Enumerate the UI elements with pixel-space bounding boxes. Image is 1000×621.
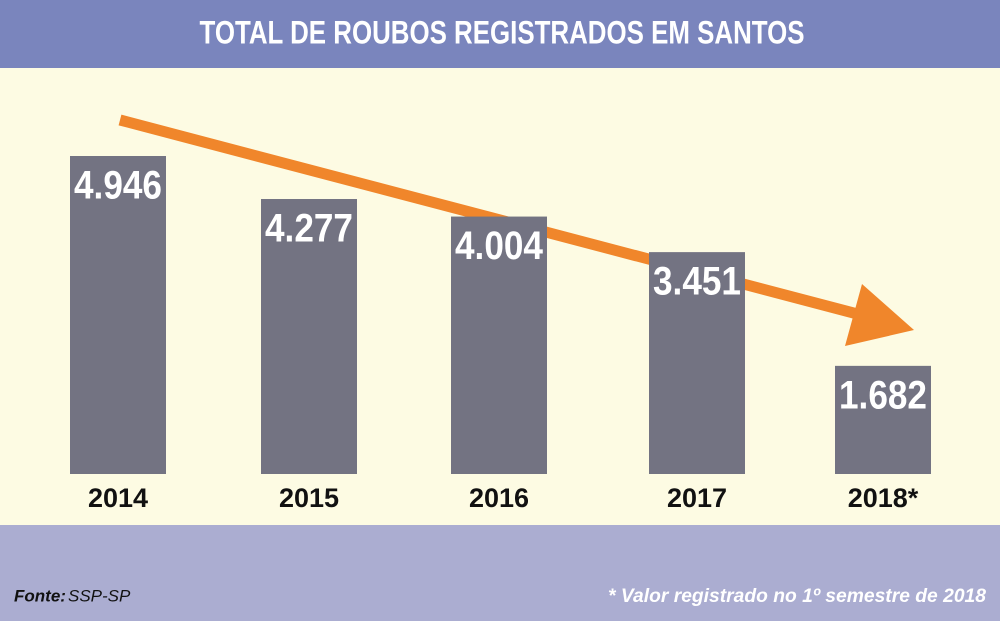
x-tick-label: 2014	[88, 483, 148, 513]
x-tick-label: 2015	[279, 483, 339, 513]
bar	[451, 216, 547, 474]
value-label: 4.946	[74, 164, 162, 208]
value-label: 3.451	[653, 260, 741, 304]
bar	[649, 252, 745, 474]
value-label: 1.682	[839, 373, 927, 417]
x-tick-label: 2017	[667, 483, 727, 513]
source-label: Fonte:	[14, 586, 66, 605]
footer-band	[0, 525, 1000, 621]
arrow-head	[845, 284, 914, 346]
source-text: SSP-SP	[68, 586, 131, 605]
value-label: 4.277	[265, 207, 353, 251]
footnote: * Valor registrado no 1º semestre de 201…	[608, 586, 986, 607]
bar	[835, 365, 931, 474]
x-tick-label: 2018*	[848, 483, 919, 513]
bar	[261, 199, 357, 474]
value-label: 4.004	[455, 224, 544, 268]
bar	[70, 156, 166, 474]
header-band	[0, 0, 1000, 68]
x-tick-label: 2016	[469, 483, 529, 513]
chart-title: TOTAL DE ROUBOS REGISTRADOS EM SANTOS	[200, 14, 805, 50]
